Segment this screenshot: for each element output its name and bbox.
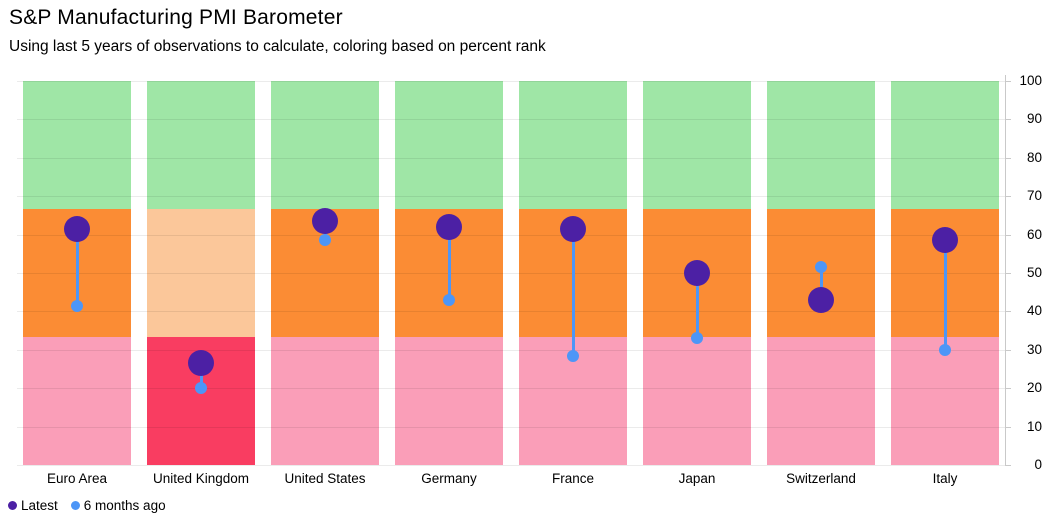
- x-axis-label: Germany: [421, 471, 477, 486]
- y-tick-label: 20: [1026, 380, 1042, 396]
- percentile-band: [643, 337, 751, 465]
- six-months-ago-dot: [815, 261, 827, 274]
- x-axis-label: United States: [284, 471, 366, 486]
- gridline: [17, 196, 1005, 198]
- percentile-band: [891, 81, 999, 209]
- y-axis-tick: [1005, 426, 1011, 428]
- y-axis-tick: [1005, 234, 1011, 236]
- x-axis-label: France: [551, 471, 595, 486]
- column-france: [519, 81, 627, 465]
- y-axis-tick: [1005, 81, 1011, 82]
- y-tick-label: 60: [1026, 226, 1042, 242]
- y-tick-label: 40: [1026, 303, 1042, 319]
- y-tick-label: 30: [1026, 341, 1042, 357]
- percentile-band: [271, 337, 379, 465]
- gridline: [17, 426, 1005, 428]
- y-tick-label: 50: [1026, 265, 1042, 280]
- percentile-band: [891, 337, 999, 465]
- gridline: [17, 157, 1005, 159]
- y-tick-label: 70: [1026, 188, 1042, 204]
- legend-latest-label: Latest: [21, 498, 58, 513]
- percentile-band: [147, 208, 255, 337]
- y-axis-tick: [1005, 157, 1011, 159]
- gridline: [17, 273, 1005, 274]
- six-months-ago-dot: [567, 349, 579, 362]
- latest-dot: [436, 213, 462, 240]
- latest-dot: [312, 208, 338, 235]
- six-months-ago-dot: [939, 343, 951, 356]
- gridline: [17, 388, 1005, 390]
- y-axis-tick: [1005, 119, 1011, 121]
- percentile-band: [767, 337, 875, 465]
- legend-latest-dot-icon: [8, 501, 17, 510]
- six-months-ago-dot: [691, 332, 703, 345]
- percentile-band: [519, 81, 627, 209]
- gridline: [17, 465, 1005, 466]
- latest-dot: [932, 227, 958, 254]
- connector-line: [571, 228, 575, 356]
- latest-dot: [808, 286, 834, 313]
- x-axis-label: United Kingdom: [152, 471, 250, 486]
- six-months-ago-dot: [195, 382, 207, 395]
- latest-dot: [188, 350, 214, 377]
- latest-dot: [560, 215, 586, 242]
- y-tick-label: 90: [1026, 111, 1042, 127]
- y-axis-tick: [1005, 349, 1011, 351]
- gridline: [17, 311, 1005, 313]
- percentile-band: [395, 337, 503, 465]
- six-months-ago-dot: [443, 293, 455, 306]
- x-axis-label: Euro Area: [46, 471, 108, 486]
- legend: Latest 6 months ago: [8, 498, 166, 513]
- percentile-band: [23, 81, 131, 209]
- connector-line: [819, 267, 823, 300]
- percentile-band: [395, 81, 503, 209]
- gridline: [17, 349, 1005, 351]
- column-switzerland: [767, 81, 875, 465]
- percentile-band: [767, 81, 875, 209]
- percentile-band: [147, 81, 255, 209]
- connector-line: [943, 240, 947, 350]
- gridline: [17, 119, 1005, 121]
- six-months-ago-dot: [319, 234, 331, 247]
- y-tick-label: 10: [1026, 418, 1042, 434]
- gridline: [17, 81, 1005, 82]
- y-axis-tick: [1005, 311, 1011, 313]
- y-axis-tick: [1005, 465, 1011, 466]
- six-months-ago-dot: [71, 299, 83, 312]
- latest-dot: [684, 260, 710, 286]
- y-axis-tick: [1005, 388, 1011, 390]
- connector-line: [447, 226, 451, 300]
- percentile-band: [23, 337, 131, 465]
- x-axis-label: Switzerland: [786, 471, 856, 486]
- legend-six-months-label: 6 months ago: [83, 498, 166, 513]
- y-axis-tick: [1005, 196, 1011, 198]
- percentile-band: [643, 81, 751, 209]
- gridline: [17, 234, 1005, 236]
- x-axis-label: Japan: [678, 471, 716, 486]
- connector-line: [695, 273, 699, 339]
- x-axis-label: Italy: [932, 471, 958, 486]
- chart-title: S&P Manufacturing PMI Barometer: [9, 6, 343, 29]
- chart-subtitle: Using last 5 years of observations to ca…: [9, 38, 546, 55]
- connector-line: [75, 228, 79, 306]
- column-japan: [643, 81, 751, 465]
- y-tick-label: 0: [1034, 457, 1042, 472]
- column-euro-area: [23, 81, 131, 465]
- y-tick-label: 100: [1019, 73, 1042, 88]
- legend-six-months-dot-icon: [70, 501, 80, 510]
- percentile-band: [271, 81, 379, 209]
- column-united-states: [271, 81, 379, 465]
- y-tick-label: 80: [1026, 149, 1042, 165]
- y-axis-tick: [1005, 273, 1011, 274]
- latest-dot: [64, 215, 90, 242]
- y-axis-line: [1005, 75, 1006, 466]
